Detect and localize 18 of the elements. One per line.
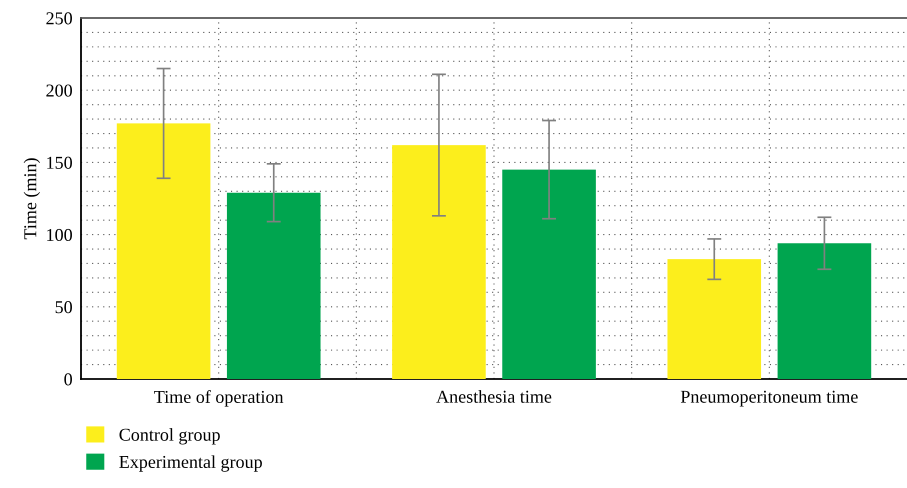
y-tick-label: 0 xyxy=(64,373,72,386)
bar xyxy=(667,259,762,379)
y-tick-label: 150 xyxy=(47,156,72,169)
legend-label: Control group xyxy=(119,428,220,445)
y-tick-label: 100 xyxy=(47,228,72,242)
bar xyxy=(116,123,210,379)
bar xyxy=(392,145,486,379)
bar xyxy=(226,192,321,379)
x-tick-label: Pneumoperitoneum time xyxy=(680,390,858,406)
x-tick-label: Time of operation xyxy=(154,390,284,407)
y-tick-label: 200 xyxy=(46,84,72,97)
x-tick-label: Anesthesia time xyxy=(436,390,552,403)
bar xyxy=(778,243,872,379)
legend-label: Experimental group xyxy=(119,455,262,472)
bar xyxy=(502,170,596,379)
y-tick-label: 50 xyxy=(56,301,72,314)
y-tick-label: 250 xyxy=(46,12,72,24)
y-axis-title: Time (min) xyxy=(24,158,40,240)
